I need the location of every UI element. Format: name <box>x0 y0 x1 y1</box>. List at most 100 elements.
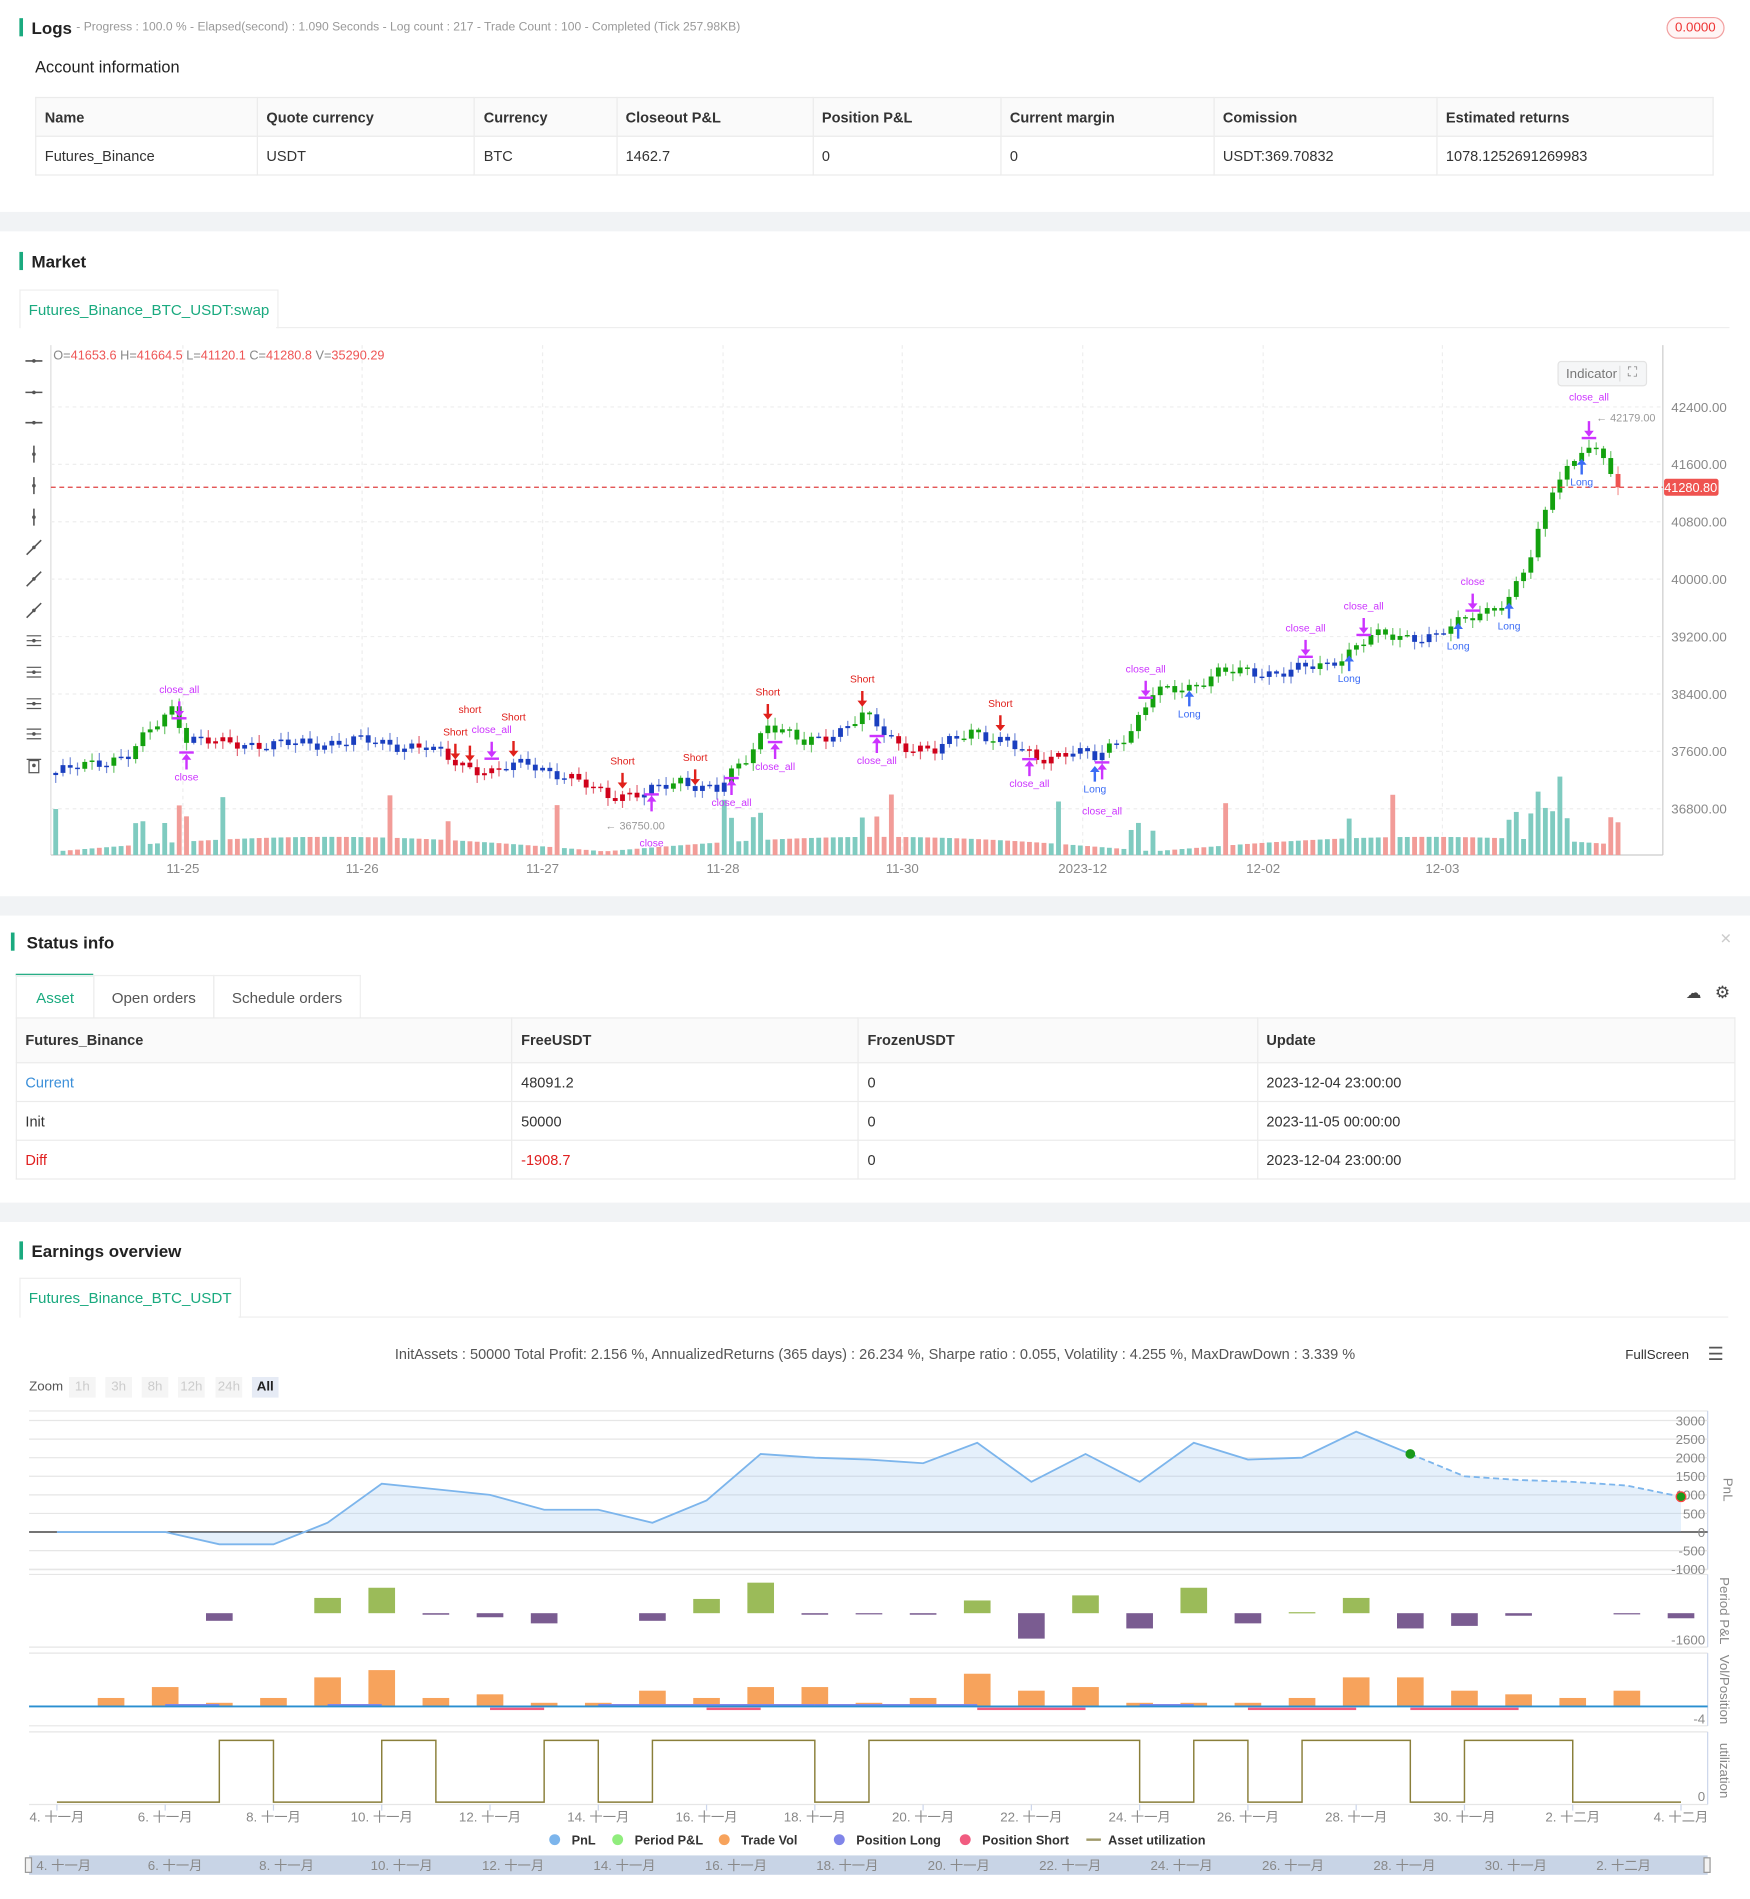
earnings-chart[interactable]: 300025002000150010005000-500-1000PnL-160… <box>0 1405 1750 1895</box>
candle <box>1288 661 1294 684</box>
navigator-tick: 4. 十一月 <box>36 1858 91 1873</box>
section-accent <box>10 932 15 951</box>
legend-item[interactable]: Position Long <box>833 1833 941 1848</box>
volume-bar <box>1448 836 1454 856</box>
signal-label: close_all <box>1009 779 1049 790</box>
navigator-range[interactable] <box>29 1855 1708 1875</box>
signal-marker-close: close <box>640 793 664 849</box>
candlestick-chart[interactable]: 42400.00 41600.00 40800.00 40000.00 39200.00… <box>0 339 1750 896</box>
table-cell[interactable]: Current <box>15 1062 513 1103</box>
volume-bar <box>1317 839 1323 856</box>
volume-bar <box>1281 841 1287 856</box>
segment-icon[interactable] <box>24 600 43 619</box>
y-tick-label: 37600.00 <box>1671 744 1727 759</box>
candle <box>874 708 880 731</box>
v-value: 35290.29 <box>331 348 385 364</box>
candle <box>1252 663 1258 684</box>
legend-item[interactable]: Asset utilization <box>1086 1833 1206 1848</box>
candle <box>227 729 233 745</box>
candle <box>983 725 989 745</box>
y-tick-label: 42400.00 <box>1671 400 1727 415</box>
legend-item[interactable]: Period P&L <box>612 1833 703 1848</box>
column-header: Current margin <box>1000 96 1215 137</box>
candle <box>1092 744 1098 762</box>
candle <box>336 733 342 748</box>
volume-bar <box>910 837 916 856</box>
column-header: FrozenUSDT <box>857 1017 1258 1064</box>
candle <box>1572 459 1577 470</box>
zoom-all[interactable]: All <box>251 1377 279 1398</box>
volume-bar <box>656 846 662 856</box>
price-line-icon[interactable] <box>24 631 43 650</box>
zoom-12h[interactable]: 12h <box>178 1377 205 1398</box>
signal-label: close_all <box>711 798 751 809</box>
h-value: 41664.5 <box>136 348 183 364</box>
navigator-handle-left[interactable] <box>24 1857 33 1873</box>
section-divider <box>0 1202 1750 1222</box>
candle <box>1404 630 1410 638</box>
navigator-tick: 8. 十一月 <box>259 1858 314 1873</box>
volume-bar <box>663 846 669 856</box>
zoom-8h[interactable]: 8h <box>141 1377 169 1398</box>
trade-vol-bar <box>693 1697 720 1707</box>
expand-icon[interactable]: ⛶ <box>1619 365 1637 382</box>
ray-icon[interactable] <box>24 569 43 588</box>
volume-bar <box>1383 837 1388 856</box>
vertical-segment-icon[interactable] <box>24 507 43 526</box>
volume-bar <box>1136 822 1141 856</box>
volume-bar <box>627 849 633 856</box>
vertical-ray-icon[interactable] <box>24 476 43 495</box>
candle <box>191 733 197 745</box>
horizontal-ray-icon[interactable] <box>24 382 43 401</box>
candle <box>583 771 589 795</box>
trade-vol-bar <box>584 1702 612 1707</box>
volume-bar <box>954 838 960 856</box>
collapse-icon[interactable]: ✕ <box>1719 930 1732 948</box>
volume-bar <box>213 839 218 856</box>
candle <box>1593 442 1599 456</box>
navigator-tick: 20. 十一月 <box>928 1858 990 1873</box>
candle <box>89 753 95 770</box>
fib-lines-icon[interactable] <box>24 694 43 713</box>
tab-market-symbol[interactable]: Futures_Binance_BTC_USDT:swap <box>19 289 279 329</box>
candle <box>1208 668 1214 694</box>
candle <box>1550 487 1556 513</box>
indicator-button[interactable]: Indicator ⛶ <box>1557 360 1648 387</box>
zoom-1h[interactable]: 1h <box>69 1377 96 1398</box>
volume-bar <box>278 837 284 856</box>
zoom-3h[interactable]: 3h <box>105 1377 133 1398</box>
volume-bar <box>1027 841 1032 856</box>
trend-line-icon[interactable] <box>24 538 43 557</box>
volume-bar <box>1274 841 1279 856</box>
volume-bar <box>365 837 371 856</box>
candle <box>1426 626 1432 648</box>
fullscreen-button[interactable]: FullScreen <box>1625 1347 1689 1363</box>
tab-schedule-orders[interactable]: Schedule orders <box>213 974 361 1019</box>
trash-icon[interactable] <box>24 756 43 775</box>
tab-earnings-symbol[interactable]: Futures_Binance_BTC_USDT <box>19 1277 242 1318</box>
legend-item[interactable]: Position Short <box>959 1833 1070 1848</box>
tab-open-orders[interactable]: Open orders <box>93 974 215 1019</box>
zoom-24h[interactable]: 24h <box>215 1377 243 1398</box>
fib-retracement-icon[interactable] <box>24 725 43 744</box>
signal-label: close_all <box>1569 393 1609 404</box>
legend-item[interactable]: Trade Vol <box>718 1833 798 1848</box>
parallel-channel-icon[interactable] <box>24 662 43 681</box>
volume-bar <box>1499 838 1505 856</box>
volume-bar <box>111 846 117 856</box>
column-header: Update <box>1256 1017 1736 1064</box>
cloud-download-icon[interactable]: ☁ <box>1685 983 1702 1002</box>
vertical-line-icon[interactable] <box>24 445 43 464</box>
period-pnl-bar <box>314 1597 341 1614</box>
candle <box>1143 702 1149 721</box>
volume-bar <box>605 851 611 856</box>
candle <box>460 761 466 773</box>
tab-asset[interactable]: Asset <box>15 974 95 1019</box>
legend-item[interactable]: PnL <box>549 1833 596 1848</box>
gear-icon[interactable]: ⚙ <box>1714 982 1731 1002</box>
volume-bar <box>896 836 902 856</box>
navigator-handle-right[interactable] <box>1703 1857 1711 1873</box>
horizontal-segment-icon[interactable] <box>24 413 43 432</box>
menu-icon[interactable]: ☰ <box>1707 1344 1724 1365</box>
horizontal-line-icon[interactable] <box>24 351 43 370</box>
